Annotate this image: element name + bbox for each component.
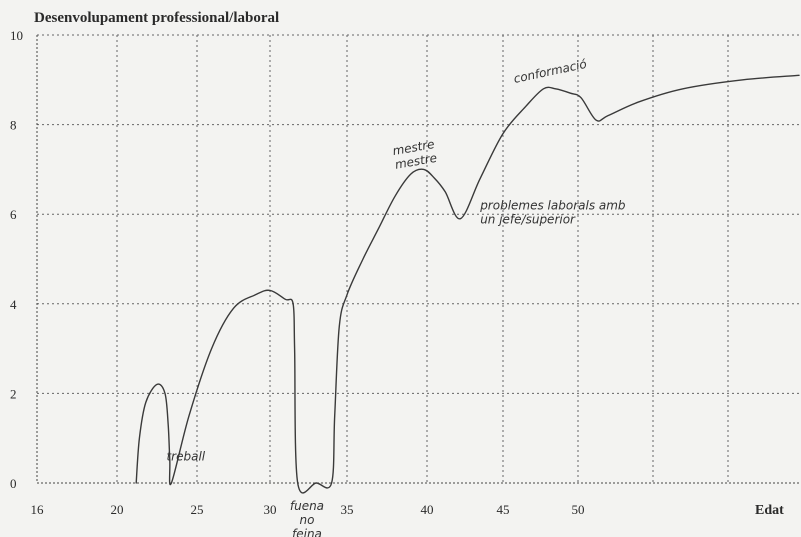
chart-title: Desenvolupament professional/laboral bbox=[34, 10, 279, 26]
grid bbox=[36, 34, 801, 484]
x-tick-label: 50 bbox=[572, 502, 585, 517]
tick-labels: 0 2 4 6 8 10 16 20 25 30 35 40 45 50 bbox=[10, 28, 585, 517]
annotations: treball fuena no feina mestremestre problemes… bbox=[166, 57, 625, 537]
x-tick-label: 35 bbox=[341, 502, 354, 517]
series-line bbox=[135, 74, 800, 494]
annotation-label: fuena no feina bbox=[290, 499, 324, 537]
annotation-label: conformació bbox=[512, 57, 588, 86]
annotation-label: problemes laborals amb un jefe/superior bbox=[479, 199, 626, 227]
x-tick-label: 45 bbox=[497, 502, 510, 517]
y-tick-label: 8 bbox=[10, 118, 17, 133]
y-tick-label: 10 bbox=[10, 28, 23, 43]
x-axis-label: Edat bbox=[755, 503, 784, 518]
annotation-label: treball bbox=[166, 450, 205, 464]
x-tick-label: 16 bbox=[31, 502, 45, 517]
data-points bbox=[135, 74, 800, 484]
annotation-label: mestremestre bbox=[391, 137, 438, 172]
y-tick-label: 6 bbox=[10, 207, 17, 222]
x-tick-label: 30 bbox=[264, 502, 277, 517]
y-tick-label: 2 bbox=[10, 386, 17, 401]
y-tick-label: 0 bbox=[10, 476, 17, 491]
y-tick-label: 4 bbox=[10, 297, 17, 312]
x-tick-label: 20 bbox=[111, 502, 124, 517]
x-tick-label: 40 bbox=[421, 502, 434, 517]
x-tick-label: 25 bbox=[191, 502, 204, 517]
